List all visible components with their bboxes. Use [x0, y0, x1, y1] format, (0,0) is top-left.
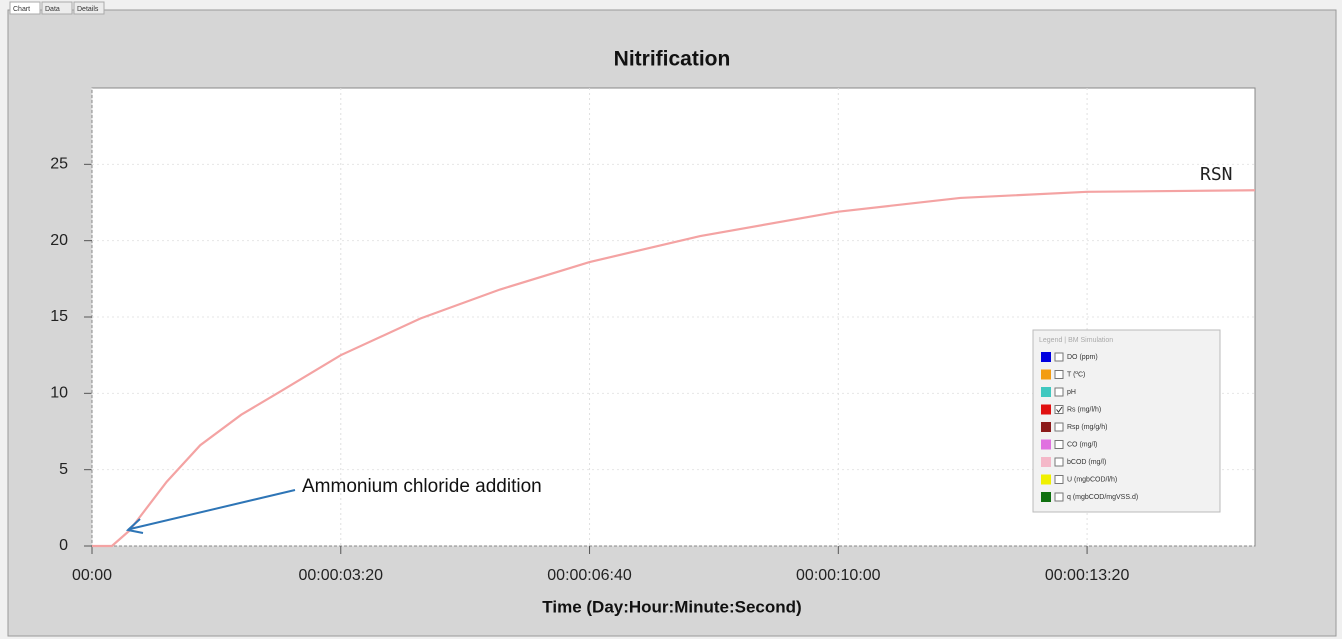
annotation-arrow — [129, 489, 296, 530]
legend-swatch — [1041, 422, 1051, 432]
legend-checkbox[interactable] — [1054, 492, 1064, 502]
x-tick-label: 00:00 — [72, 567, 112, 584]
legend-checkbox[interactable] — [1054, 475, 1064, 484]
tab-bar: Chart Data Details — [9, 1, 105, 15]
legend-box — [1032, 329, 1221, 513]
legend-label: q (mgbCOD/mgVSS.d) — [1067, 494, 1138, 501]
tab-label[interactable]: Chart — [13, 6, 30, 13]
tab-label[interactable]: Data — [45, 6, 60, 13]
legend-title: Legend | BM Simulation — [1039, 337, 1113, 344]
tab[interactable] — [9, 1, 41, 15]
y-tick-label: 0 — [59, 537, 68, 554]
tab-label[interactable]: Details — [77, 6, 99, 13]
checkmark — [1056, 406, 1063, 413]
legend-swatch — [1041, 439, 1051, 450]
legend-swatch — [1041, 492, 1051, 502]
legend-label: Rsp (mg/g/h) — [1067, 424, 1107, 431]
legend-checkbox[interactable] — [1054, 370, 1064, 379]
legend-swatch — [1041, 404, 1051, 415]
y-tick-label: 5 — [59, 461, 68, 478]
x-tick-label: 00:00:13:20 — [1045, 567, 1130, 584]
arrow-head — [125, 518, 144, 534]
legend-checkbox[interactable] — [1054, 405, 1064, 414]
legend-checkbox[interactable] — [1054, 387, 1064, 397]
legend-swatch — [1041, 369, 1051, 380]
x-tick-label: 00:00:10:00 — [796, 567, 881, 584]
legend-checkbox[interactable] — [1054, 457, 1064, 467]
y-tick-label: 10 — [50, 385, 68, 402]
x-tick-label: 00:00:06:40 — [547, 567, 632, 584]
y-tick-label: 25 — [50, 156, 68, 173]
chart-title: Nitrification — [614, 48, 731, 71]
legend: Legend | BM Simulation DO (ppm) T (ºC) pH Rs… — [1032, 329, 1221, 513]
legend-checkbox[interactable] — [1054, 352, 1064, 362]
x-axis-label: Time (Day:Hour:Minute:Second) — [542, 597, 801, 616]
y-tick-label: 20 — [50, 232, 68, 249]
legend-swatch — [1041, 352, 1051, 362]
series-label: RSN — [1200, 164, 1233, 185]
data-line — [92, 189, 1256, 548]
legend-label: bCOD (mg/l) — [1067, 459, 1106, 466]
y-tick-label: 15 — [50, 308, 68, 325]
chart: 0 5 10 15 20 25 00:00 00:00:03:20 00:00:06:40 00:… — [50, 88, 1256, 584]
legend-swatch — [1041, 457, 1051, 467]
legend-swatch — [1041, 474, 1051, 485]
legend-label: Rs (mg/l/h) — [1067, 406, 1101, 413]
legend-checkbox[interactable] — [1054, 422, 1064, 432]
legend-label: T (ºC) — [1067, 371, 1085, 378]
legend-label: U (mgbCOD/l/h) — [1067, 476, 1117, 483]
legend-label: DO (ppm) — [1067, 354, 1098, 361]
legend-label: CO (mg/l) — [1067, 441, 1097, 448]
x-tick-label: 00:00:03:20 — [299, 567, 384, 584]
annotation: Ammonium chloride addition — [302, 476, 542, 497]
tab[interactable] — [41, 1, 73, 15]
legend-label: pH — [1067, 389, 1076, 396]
tab[interactable] — [73, 1, 105, 15]
legend-checkbox[interactable] — [1054, 440, 1064, 449]
legend-swatch — [1041, 387, 1051, 397]
